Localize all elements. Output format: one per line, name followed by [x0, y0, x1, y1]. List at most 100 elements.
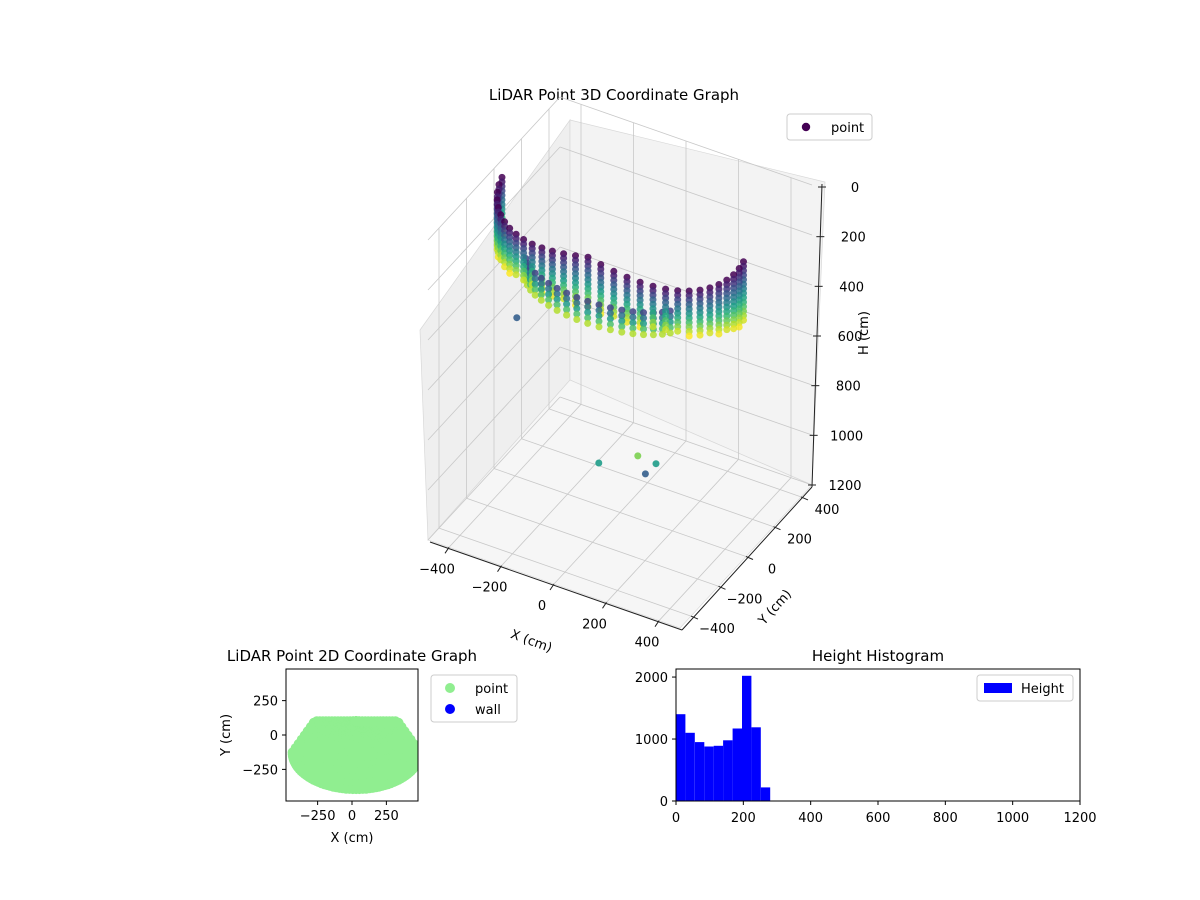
grid-line	[559, 196, 813, 286]
grid-line	[559, 346, 813, 436]
point-3d	[629, 313, 637, 321]
y-tick-label-2d: −250	[242, 763, 278, 778]
y-tick-label-3d: 400	[815, 503, 840, 518]
point-3d	[715, 330, 723, 338]
point-3d	[563, 289, 571, 297]
x-tick-3d	[654, 620, 660, 627]
legend-3d-label: point	[831, 121, 864, 136]
histogram-bar	[723, 740, 733, 801]
grid-line	[427, 96, 561, 241]
point-3d	[573, 316, 581, 323]
point-3d	[573, 299, 581, 307]
grid-line	[559, 146, 813, 236]
x-tick-label-histogram: 1000	[996, 811, 1029, 826]
point-3d	[595, 306, 603, 314]
y-tick-label-histogram: 2000	[635, 671, 668, 686]
point-3d	[531, 269, 539, 277]
z-tick-label-3d: 400	[839, 280, 864, 295]
histogram-bars	[676, 675, 771, 801]
ticks-histogram: 0 200 400 600 800 1000 1200 0 1000 2000	[635, 671, 1097, 826]
point-3d	[584, 303, 592, 311]
point-3d	[606, 320, 614, 328]
x-tick-label-2d: 0	[348, 809, 356, 824]
point-3d	[563, 295, 571, 303]
point-3d	[545, 279, 553, 287]
point-3d	[553, 284, 561, 292]
point-3d	[606, 304, 614, 312]
point-3d	[640, 325, 647, 333]
point-3d	[584, 314, 592, 322]
point-3d	[629, 330, 637, 338]
grid-line	[427, 196, 561, 341]
point-3d	[563, 311, 571, 319]
x-tick-label-histogram: 600	[866, 811, 891, 826]
point-3d	[730, 325, 738, 333]
point-3d	[623, 318, 631, 326]
point-3d	[649, 331, 657, 339]
x-tick-label-histogram: 200	[731, 811, 756, 826]
y-axis-label-2d: Y (cm)	[219, 714, 234, 757]
point-3d	[618, 317, 626, 325]
y-tick-label-3d: −400	[699, 622, 735, 637]
point-3d	[640, 314, 647, 322]
x-axis-label-2d: X (cm)	[331, 831, 374, 846]
point-3d	[537, 285, 545, 293]
grid-line	[606, 459, 739, 603]
histogram-bar	[694, 742, 705, 801]
x-tick-label-3d: −200	[472, 581, 508, 596]
point-3d	[553, 301, 561, 309]
z-tick-label-3d: 200	[841, 231, 866, 246]
legend-histogram-swatch	[984, 683, 1012, 693]
plot-area-2d	[287, 716, 418, 795]
point-3d	[618, 328, 626, 336]
y-tick-3d	[745, 556, 754, 560]
point-3d	[553, 306, 561, 314]
point-3d	[629, 308, 637, 316]
x-tick-3d	[602, 602, 607, 609]
point-3d	[573, 294, 581, 301]
point-3d	[537, 274, 545, 282]
y-tick-label-histogram: 0	[660, 795, 668, 810]
z-tick-label-3d: 0	[851, 181, 859, 196]
legend-2d: point wall	[430, 674, 518, 723]
grid-line	[427, 296, 561, 441]
x-tick-label-histogram: 800	[933, 811, 958, 826]
y-axis-line	[681, 486, 813, 631]
point-3d	[537, 291, 545, 299]
point-3d	[618, 306, 626, 314]
grid-line	[548, 408, 802, 498]
histogram-bar	[742, 675, 752, 801]
chart-3d-title: LiDAR Point 3D Coordinate Graph	[489, 86, 739, 104]
point-3d	[563, 306, 571, 314]
x-tick-label-3d: 400	[635, 636, 660, 651]
legend-3d-frame	[786, 113, 873, 141]
x-tick-label-3d: 0	[538, 599, 546, 614]
grid-line	[658, 477, 792, 621]
point-3d	[531, 291, 539, 299]
point-3d	[553, 295, 561, 303]
point-3d	[563, 300, 571, 308]
z-tick-label-3d: 600	[838, 330, 863, 345]
y-tick-label-2d: 250	[253, 695, 278, 710]
point-3d	[685, 332, 693, 340]
legend-2d-label-point: point	[475, 682, 508, 697]
y-tick-3d	[718, 585, 726, 590]
legend-histogram: Height	[976, 674, 1074, 702]
point-3d	[545, 296, 553, 304]
point-2d	[414, 747, 418, 758]
legend-2d-label-wall: wall	[475, 703, 501, 718]
point-3d	[545, 285, 553, 293]
chart-histogram: Height Histogram 0 200 400 600 800 1000 1200 0 1…	[635, 647, 1097, 826]
point-3d	[595, 323, 603, 331]
legend-2d-marker-wall	[445, 704, 455, 714]
point-3d-outlier	[634, 452, 642, 460]
y-tick-3d	[773, 526, 781, 531]
grid-line	[427, 346, 561, 491]
x-tick-label-histogram: 1200	[1063, 811, 1096, 826]
legend-3d: point	[786, 113, 873, 141]
point-3d	[606, 309, 614, 317]
x-tick-3d	[549, 583, 555, 591]
grid-line	[493, 468, 747, 557]
points-2d	[287, 716, 418, 795]
x-tick-label-2d: −250	[300, 809, 336, 824]
